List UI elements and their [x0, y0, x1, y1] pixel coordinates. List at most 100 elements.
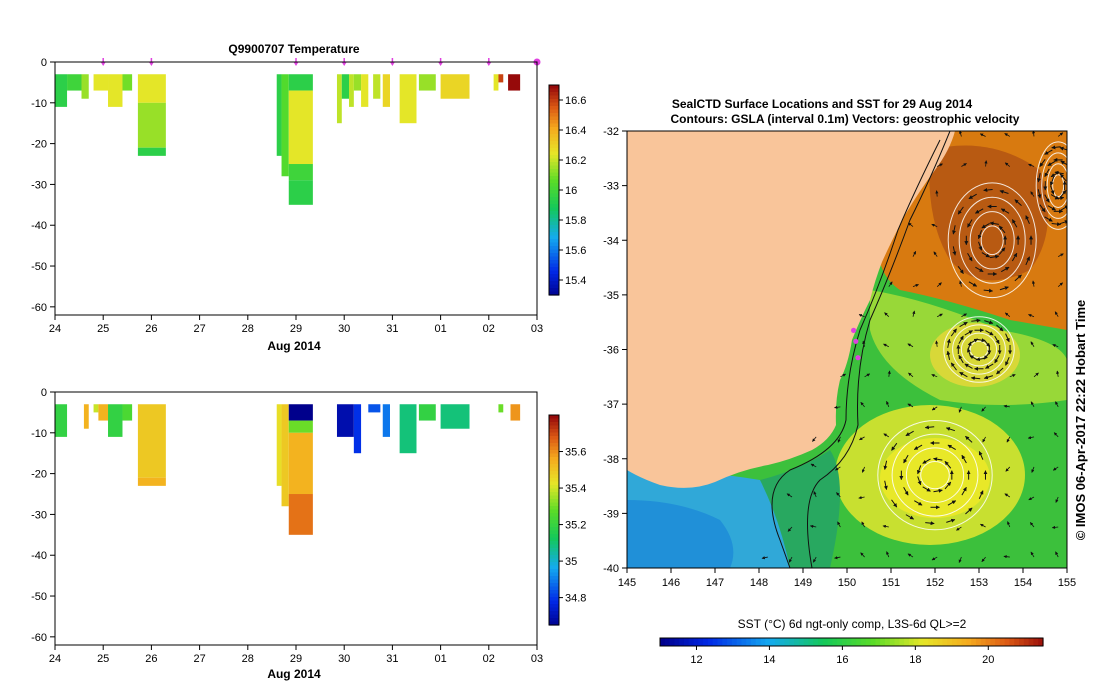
- velocity-vector: [961, 313, 967, 318]
- colorbar-segment: [549, 179, 559, 184]
- velocity-vector: [984, 160, 988, 167]
- sst-colorbar-segment: [688, 638, 695, 646]
- profile-cell: [361, 74, 369, 107]
- map-x-tick-label: 145: [618, 577, 636, 589]
- velocity-vector: [1005, 466, 1011, 472]
- colorbar-segment: [549, 579, 559, 584]
- colorbar-tick-label: 16: [565, 185, 577, 197]
- colorbar-segment: [549, 228, 559, 233]
- sst-colorbar-segment: [741, 638, 747, 646]
- velocity-vector: [959, 280, 963, 287]
- sst-colorbar-segment: [846, 638, 853, 646]
- velocity-vector: [1009, 374, 1016, 378]
- salinity-colorbar: 35.6 35.4 35.2 35 34.8: [548, 414, 586, 626]
- velocity-vector: [937, 313, 943, 318]
- sst-colorbar-segment: [770, 638, 776, 646]
- sst-colorbar-segment: [760, 638, 766, 646]
- colorbar-tick-label: 34.8: [565, 593, 586, 605]
- profile-cell: [137, 147, 166, 156]
- gsla-contour: [891, 433, 979, 517]
- profile-cell: [288, 404, 313, 421]
- colorbar-tick-label: 16.2: [565, 155, 586, 167]
- velocity-vector: [975, 208, 984, 214]
- colorbar-segment: [549, 225, 559, 230]
- sst-colorbar-segment: [952, 638, 958, 646]
- colorbar-segment: [549, 600, 559, 605]
- colorbar-segment: [549, 221, 559, 226]
- colorbar-segment: [549, 158, 559, 163]
- colorbar-segment: [549, 193, 559, 198]
- seal-location-dot: [851, 327, 857, 333]
- colorbar-segment: [549, 130, 559, 135]
- sst-colorbar-segment: [904, 638, 910, 646]
- sst-colorbar-label: SST (°C) 6d ngt-only comp, L3S-6d QL>=2: [738, 617, 967, 631]
- map-x-tick-label: 146: [662, 577, 680, 589]
- colorbar-segment: [549, 555, 559, 560]
- colorbar-frame: [548, 414, 560, 626]
- colorbar-segment: [549, 492, 559, 497]
- x-tick-label: 03: [531, 323, 543, 335]
- velocity-vector: [1066, 201, 1067, 203]
- x-tick-label: 26: [145, 653, 157, 665]
- velocity-vector: [1044, 194, 1050, 203]
- sst-colorbar-segment: [918, 638, 924, 646]
- sst-colorbar-segment: [736, 638, 742, 646]
- sst-colorbar-segment: [894, 638, 900, 646]
- sst-colorbar-segment: [822, 638, 829, 646]
- profile-cell: [508, 74, 521, 91]
- velocity-vector: [810, 463, 817, 468]
- colorbar-segment: [549, 590, 559, 595]
- sst-colorbar-segment: [827, 638, 833, 646]
- profile-cell: [382, 404, 390, 437]
- velocity-vector: [935, 190, 939, 197]
- profile-cell: [353, 74, 362, 91]
- colorbar-segment: [549, 106, 559, 111]
- velocity-vector: [1005, 356, 1010, 366]
- velocity-vector: [931, 374, 938, 378]
- velocity-vector: [922, 486, 931, 492]
- colorbar-segment: [549, 165, 559, 170]
- sst-colorbar-segment: [674, 638, 680, 646]
- sst-map-panel: SealCTD Surface Locations and SST for 29…: [603, 97, 1088, 666]
- colorbar-segment: [549, 267, 559, 272]
- velocity-vector: [860, 552, 865, 558]
- velocity-vector: [891, 499, 898, 508]
- velocity-vector: [958, 556, 962, 563]
- colorbar-segment: [549, 127, 559, 132]
- velocity-vector: [1030, 551, 1035, 558]
- gsla-contour: [947, 182, 1037, 299]
- map-title: SealCTD Surface Locations and SST for 29…: [672, 97, 973, 111]
- colorbar-segment: [549, 176, 559, 181]
- velocity-vector: [978, 451, 984, 460]
- velocity-vector: [860, 401, 865, 408]
- velocity-vector: [1004, 133, 1011, 137]
- velocity-vector: [1011, 252, 1018, 262]
- colorbar-segment: [549, 593, 559, 598]
- temperature-xlabel: Aug 2014: [267, 339, 321, 353]
- velocity-vector: [864, 373, 871, 378]
- colorbar-segment: [549, 148, 559, 153]
- velocity-vector: [812, 436, 817, 442]
- velocity-vector: [1044, 149, 1053, 155]
- sst-colorbar-segment: [875, 638, 881, 646]
- sst-colorbar-segment: [750, 638, 757, 646]
- x-tick-label: 28: [242, 323, 254, 335]
- profile-cell: [67, 74, 82, 91]
- colorbar-segment: [549, 450, 559, 455]
- velocity-vector: [1053, 432, 1059, 438]
- sst-colorbar-tick-label: 20: [982, 654, 994, 666]
- map-y-tick-label: -39: [603, 508, 619, 520]
- sst-colorbar-segment: [1023, 638, 1030, 646]
- velocity-vector: [891, 442, 898, 451]
- colorbar-segment: [549, 565, 559, 570]
- colorbar-segment: [549, 446, 559, 451]
- colorbar-segment: [549, 530, 559, 535]
- colorbar-tick-label: 35.6: [565, 447, 586, 459]
- sst-east-eddy: [930, 323, 1020, 387]
- profile-cell: [498, 74, 504, 83]
- profile-cell: [399, 74, 417, 124]
- profile-marker-head: [389, 62, 395, 66]
- colorbar-segment: [549, 214, 559, 219]
- colorbar-segment: [549, 523, 559, 528]
